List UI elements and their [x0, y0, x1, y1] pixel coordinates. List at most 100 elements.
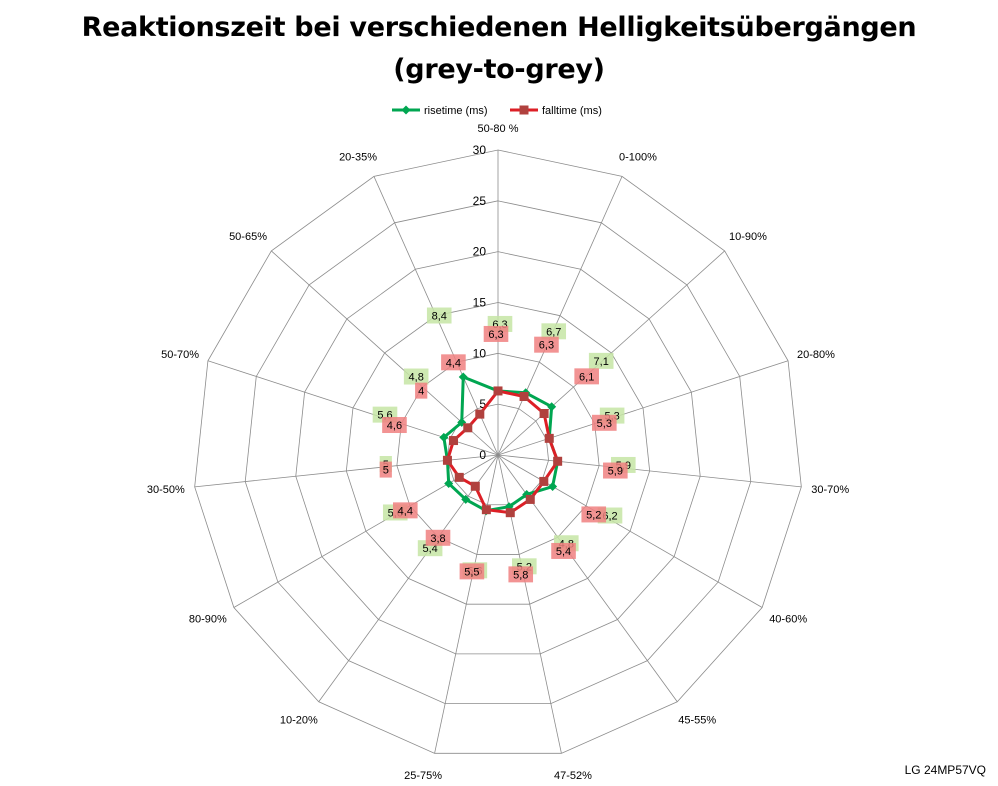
spoke — [497, 454, 802, 488]
data-label-box — [551, 542, 576, 559]
data-label-box — [581, 506, 607, 523]
falltime-data-label: 3,8 — [430, 533, 445, 545]
category-label: 50-65% — [229, 231, 267, 243]
data-label-box — [459, 563, 485, 580]
falltime-point — [442, 455, 452, 465]
falltime-point — [470, 481, 480, 491]
data-label-box — [541, 323, 567, 340]
risetime-data-label: 4,8 — [409, 372, 424, 384]
category-label: 25-75% — [404, 770, 442, 782]
spoke — [497, 360, 789, 456]
data-label-box — [603, 462, 628, 479]
chart-title-line2: (grey-to-grey) — [393, 54, 605, 85]
series-line-risetime — [442, 375, 560, 513]
falltime-data-label: 4,4 — [446, 357, 461, 369]
data-label-box — [508, 566, 534, 583]
falltime-point — [539, 476, 549, 486]
tick-label: 30 — [473, 143, 487, 157]
grid-ring-5 — [447, 403, 549, 506]
grid-ring-30 — [194, 149, 802, 754]
falltime-data-label: 5 — [383, 465, 389, 477]
falltime-data-label: 5,4 — [556, 546, 571, 558]
falltime-data-label: 4,6 — [387, 420, 402, 432]
data-label-box — [592, 414, 617, 431]
falltime-data-label: 4 — [418, 386, 424, 398]
legend-marker — [519, 105, 529, 115]
falltime-point — [475, 409, 485, 419]
falltime-data-label: 4,4 — [398, 505, 413, 517]
falltime-point — [519, 391, 529, 401]
tick-label: 20 — [473, 245, 487, 259]
data-label-box — [426, 307, 452, 324]
spoke — [233, 454, 499, 608]
chart-title-line1: Reaktionszeit bei verschiedenen Helligke… — [81, 12, 917, 43]
risetime-data-label: 7,1 — [594, 356, 609, 368]
tick-label: 10 — [473, 346, 487, 360]
spoke — [497, 454, 763, 608]
risetime-data-label: 8,4 — [432, 311, 447, 323]
falltime-data-label: 5,5 — [464, 566, 479, 578]
data-label-box — [425, 529, 451, 546]
falltime-point — [539, 409, 549, 419]
category-label: 45-55% — [678, 715, 716, 727]
category-label: 30-70% — [811, 484, 849, 496]
data-label-box — [415, 382, 428, 399]
grid-ring-10 — [396, 352, 600, 555]
tick-label: 0 — [479, 448, 486, 462]
data-label-box — [379, 461, 392, 478]
spoke — [497, 176, 623, 456]
falltime-point — [505, 508, 515, 518]
data-label-box — [441, 354, 466, 371]
grid-ring-15 — [345, 302, 651, 605]
falltime-point — [481, 505, 491, 515]
category-label: 40-60% — [769, 614, 807, 626]
data-label-box — [574, 368, 599, 385]
tick-label: 15 — [473, 296, 487, 310]
risetime-point — [547, 402, 557, 412]
data-label-box — [403, 368, 429, 385]
category-label: 80-90% — [189, 614, 227, 626]
falltime-point — [463, 423, 473, 433]
risetime-point — [439, 432, 449, 442]
tick-label: 25 — [473, 194, 487, 208]
radar-grid — [194, 149, 802, 754]
risetime-point — [458, 372, 468, 382]
falltime-data-label: 5,9 — [608, 466, 623, 478]
grid-ring-25 — [244, 200, 752, 705]
legend-marker — [401, 105, 411, 115]
falltime-point — [449, 436, 459, 446]
data-labels: 6,36,77,15,35,96,24,85,25,65,45,655,64,8… — [372, 307, 636, 583]
risetime-data-label: 5,4 — [422, 543, 437, 555]
radial-ticks: 0 5 10 15 20 25 30 — [473, 143, 487, 462]
legend-label-risetime: risetime (ms) — [424, 105, 488, 117]
falltime-data-label: 6,3 — [488, 329, 503, 341]
falltime-data-label: 5,3 — [597, 418, 612, 430]
falltime-point — [553, 456, 563, 466]
spoke — [434, 454, 499, 754]
falltime-data-label: 6,1 — [579, 371, 594, 383]
spoke — [194, 454, 499, 488]
data-label-box — [588, 352, 614, 369]
risetime-point — [461, 494, 471, 504]
category-label: 0-100% — [619, 151, 657, 163]
falltime-point — [454, 472, 464, 482]
data-label-box — [382, 417, 407, 434]
series-lines — [439, 372, 563, 518]
category-label: 47-52% — [554, 770, 592, 782]
spoke — [318, 454, 499, 702]
legend-label-falltime: falltime (ms) — [542, 105, 602, 117]
series-line-falltime — [445, 389, 560, 515]
risetime-point — [444, 478, 454, 488]
tick-label: 5 — [479, 397, 486, 411]
category-label: 30-50% — [147, 484, 185, 496]
category-label: 10-90% — [729, 231, 767, 243]
falltime-data-label: 6,3 — [539, 340, 554, 352]
risetime-point — [548, 482, 558, 492]
legend: risetime (ms) falltime (ms) — [392, 105, 602, 117]
falltime-point — [525, 494, 535, 504]
risetime-data-label: 6,7 — [546, 326, 561, 338]
monitor-model-label: LG 24MP57VQ — [904, 763, 986, 777]
grid-ring-20 — [295, 251, 701, 655]
falltime-point — [544, 433, 554, 443]
